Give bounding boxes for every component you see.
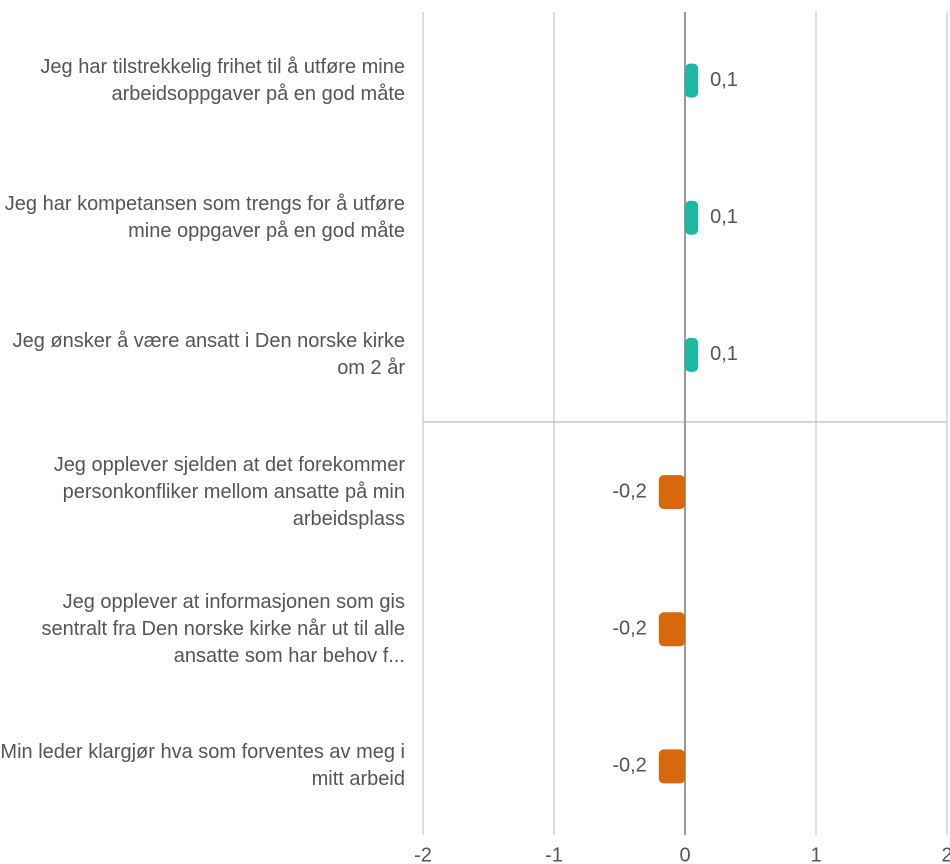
x-tick-label: -1 (545, 844, 563, 864)
category-label: Min leder klargjør hva som forventes av … (0, 741, 405, 791)
value-label: -0,2 (612, 618, 646, 640)
category-label: Jeg har kompetansen som trengs for å utf… (4, 192, 405, 242)
value-label: -0,2 (612, 755, 646, 777)
value-label: 0,1 (710, 69, 738, 91)
value-label: -0,2 (612, 480, 646, 502)
bar (658, 475, 685, 510)
x-tick-label: 1 (810, 844, 821, 864)
bar (685, 63, 699, 98)
x-tick-label: -2 (414, 844, 432, 864)
bar (658, 749, 685, 784)
category-label: Jeg har tilstrekkelig frihet til å utfør… (40, 55, 405, 105)
bar (658, 612, 685, 647)
value-label: 0,1 (710, 343, 738, 365)
category-label: Jeg opplever at informasjonen som gis se… (41, 590, 406, 667)
x-tick-label: 0 (679, 844, 690, 864)
bar (685, 200, 699, 235)
category-label: Jeg ønsker å være ansatt i Den norske ki… (12, 329, 405, 379)
bar (685, 337, 699, 372)
value-label: 0,1 (710, 206, 738, 228)
category-label: Jeg opplever sjelden at det forekommer p… (53, 453, 405, 530)
x-tick-label: 2 (941, 844, 950, 864)
